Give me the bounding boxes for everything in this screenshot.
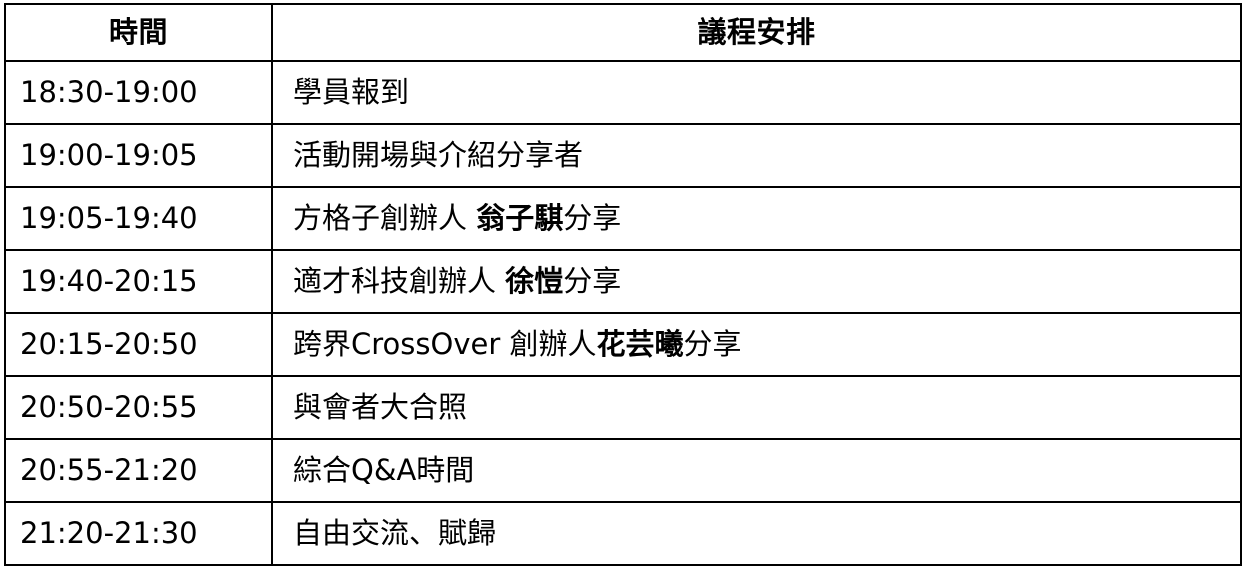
cell-time: 19:40-20:15	[4, 249, 273, 314]
cell-agenda-item: 方格子創辦人 翁子騏分享	[271, 186, 1242, 251]
cell-agenda-item: 綜合Q&A時間	[271, 438, 1242, 503]
cell-agenda-item: 活動開場與介紹分享者	[271, 123, 1242, 188]
agenda-item-text: 自由交流、賦歸	[293, 516, 497, 551]
agenda-table-container: 時間 議程安排 18:30-19:00 學員報到 19:00-19:05 活動開場與介…	[4, 3, 1242, 566]
agenda-item-text: 學員報到	[293, 75, 410, 110]
agenda-item-text: 綜合Q&A時間	[293, 453, 475, 488]
cell-agenda-item: 自由交流、賦歸	[271, 501, 1242, 566]
cell-agenda-item: 適才科技創辦人 徐愷分享	[271, 249, 1242, 314]
agenda-item-text: 適才科技創辦人	[293, 264, 506, 299]
table-header-row: 時間 議程安排	[4, 3, 1242, 62]
table-row: 20:55-21:20 綜合Q&A時間	[4, 438, 1242, 503]
agenda-item-suffix: 分享	[563, 264, 622, 299]
agenda-item-text: 活動開場與介紹分享者	[293, 138, 584, 173]
agenda-item-text: 與會者大合照	[293, 390, 468, 425]
agenda-item-text: 方格子創辦人	[293, 201, 477, 236]
cell-agenda-item: 跨界CrossOver 創辦人花芸曦分享	[271, 312, 1242, 377]
cell-time: 21:20-21:30	[4, 501, 273, 566]
agenda-item-text: 跨界CrossOver 創辦人	[293, 327, 597, 362]
agenda-table-header: 時間 議程安排	[4, 3, 1242, 62]
cell-time: 19:00-19:05	[4, 123, 273, 188]
table-row: 19:05-19:40 方格子創辦人 翁子騏分享	[4, 186, 1242, 251]
cell-time: 19:05-19:40	[4, 186, 273, 251]
table-row: 20:50-20:55 與會者大合照	[4, 375, 1242, 440]
agenda-speaker-name: 徐愷	[505, 264, 564, 299]
agenda-item-suffix: 分享	[683, 327, 742, 362]
agenda-speaker-name: 翁子騏	[476, 201, 564, 236]
cell-time: 20:55-21:20	[4, 438, 273, 503]
cell-time: 20:15-20:50	[4, 312, 273, 377]
table-row: 19:00-19:05 活動開場與介紹分享者	[4, 123, 1242, 188]
table-row: 21:20-21:30 自由交流、賦歸	[4, 501, 1242, 566]
column-header-time: 時間	[4, 3, 273, 62]
table-row: 18:30-19:00 學員報到	[4, 60, 1242, 125]
agenda-item-suffix: 分享	[563, 201, 622, 236]
column-header-agenda: 議程安排	[271, 3, 1242, 62]
cell-time: 18:30-19:00	[4, 60, 273, 125]
cell-agenda-item: 與會者大合照	[271, 375, 1242, 440]
agenda-table-body: 18:30-19:00 學員報到 19:00-19:05 活動開場與介紹分享者 19:0…	[4, 60, 1242, 566]
cell-time: 20:50-20:55	[4, 375, 273, 440]
table-row: 20:15-20:50 跨界CrossOver 創辦人花芸曦分享	[4, 312, 1242, 377]
agenda-speaker-name: 花芸曦	[596, 327, 684, 362]
agenda-table: 時間 議程安排 18:30-19:00 學員報到 19:00-19:05 活動開場與介…	[4, 3, 1242, 566]
cell-agenda-item: 學員報到	[271, 60, 1242, 125]
table-row: 19:40-20:15 適才科技創辦人 徐愷分享	[4, 249, 1242, 314]
